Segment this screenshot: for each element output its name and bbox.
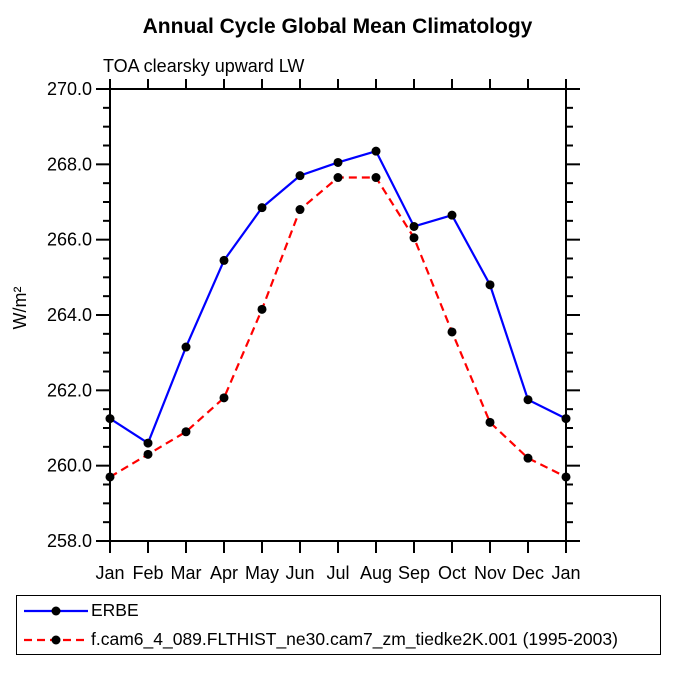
data-point-marker (143, 438, 153, 448)
chart-title: Annual Cycle Global Mean Climatology (142, 15, 533, 38)
x-tick-label: Jan (95, 563, 124, 583)
chart-subtitle: TOA clearsky upward LW (103, 56, 305, 76)
x-tick-label: May (245, 563, 279, 583)
data-point-marker (523, 395, 533, 405)
y-tick-label: 268.0 (47, 154, 92, 174)
legend-label-erbe: ERBE (91, 600, 139, 620)
x-tick-label: Jan (551, 563, 580, 583)
x-tick-label: Feb (132, 563, 163, 583)
data-point-marker (257, 203, 267, 213)
erbe-line-sample-icon (24, 606, 88, 615)
y-tick-label: 258.0 (47, 531, 92, 551)
data-point-marker (371, 146, 381, 156)
x-tick-label: Dec (512, 563, 544, 583)
x-tick-label: Sep (398, 563, 430, 583)
data-point-marker (485, 280, 495, 290)
data-point-marker (409, 233, 419, 243)
x-tick-label: Nov (474, 563, 506, 583)
data-point-marker (561, 472, 571, 482)
legend: ERBE f.cam6_4_089.FLTHIST_ne30.cam7_zm_t… (16, 595, 661, 655)
data-point-marker (523, 453, 533, 463)
data-point-marker (105, 472, 115, 482)
data-point-marker (143, 449, 153, 459)
data-point-marker (447, 327, 457, 337)
x-tick-label: Mar (171, 563, 202, 583)
data-point-marker (485, 417, 495, 427)
legend-item-erbe: ERBE (17, 596, 660, 625)
x-tick-label: Oct (438, 563, 466, 583)
data-point-marker (295, 205, 305, 215)
data-point-marker (561, 414, 571, 424)
data-point-marker (295, 171, 305, 181)
data-point-marker (257, 304, 267, 314)
data-point-marker (219, 255, 229, 265)
data-point-marker (447, 210, 457, 220)
data-point-marker (219, 393, 229, 403)
y-tick-label: 266.0 (47, 230, 92, 250)
y-tick-label: 270.0 (47, 79, 92, 99)
data-point-marker (105, 414, 115, 424)
model-line-sample-icon (24, 635, 88, 644)
data-point-marker (333, 173, 343, 183)
x-tick-label: Jun (285, 563, 314, 583)
data-point-marker (333, 157, 343, 167)
data-point-marker (181, 427, 191, 437)
y-tick-label: 262.0 (47, 380, 92, 400)
x-tick-label: Jul (326, 563, 349, 583)
data-point-marker (181, 342, 191, 352)
data-point-marker (409, 221, 419, 231)
data-point-marker (371, 173, 381, 183)
y-axis-title: W/m² (10, 287, 30, 330)
erbe-line (109, 149, 567, 445)
x-tick-label: Aug (360, 563, 392, 583)
legend-label-model: f.cam6_4_089.FLTHIST_ne30.cam7_zm_tiedke… (91, 629, 618, 649)
model-line (109, 176, 567, 478)
legend-item-model: f.cam6_4_089.FLTHIST_ne30.cam7_zm_tiedke… (17, 625, 660, 654)
x-tick-label: Apr (210, 563, 238, 583)
y-tick-label: 260.0 (47, 456, 92, 476)
y-tick-label: 264.0 (47, 305, 92, 325)
plot-box (109, 88, 567, 542)
